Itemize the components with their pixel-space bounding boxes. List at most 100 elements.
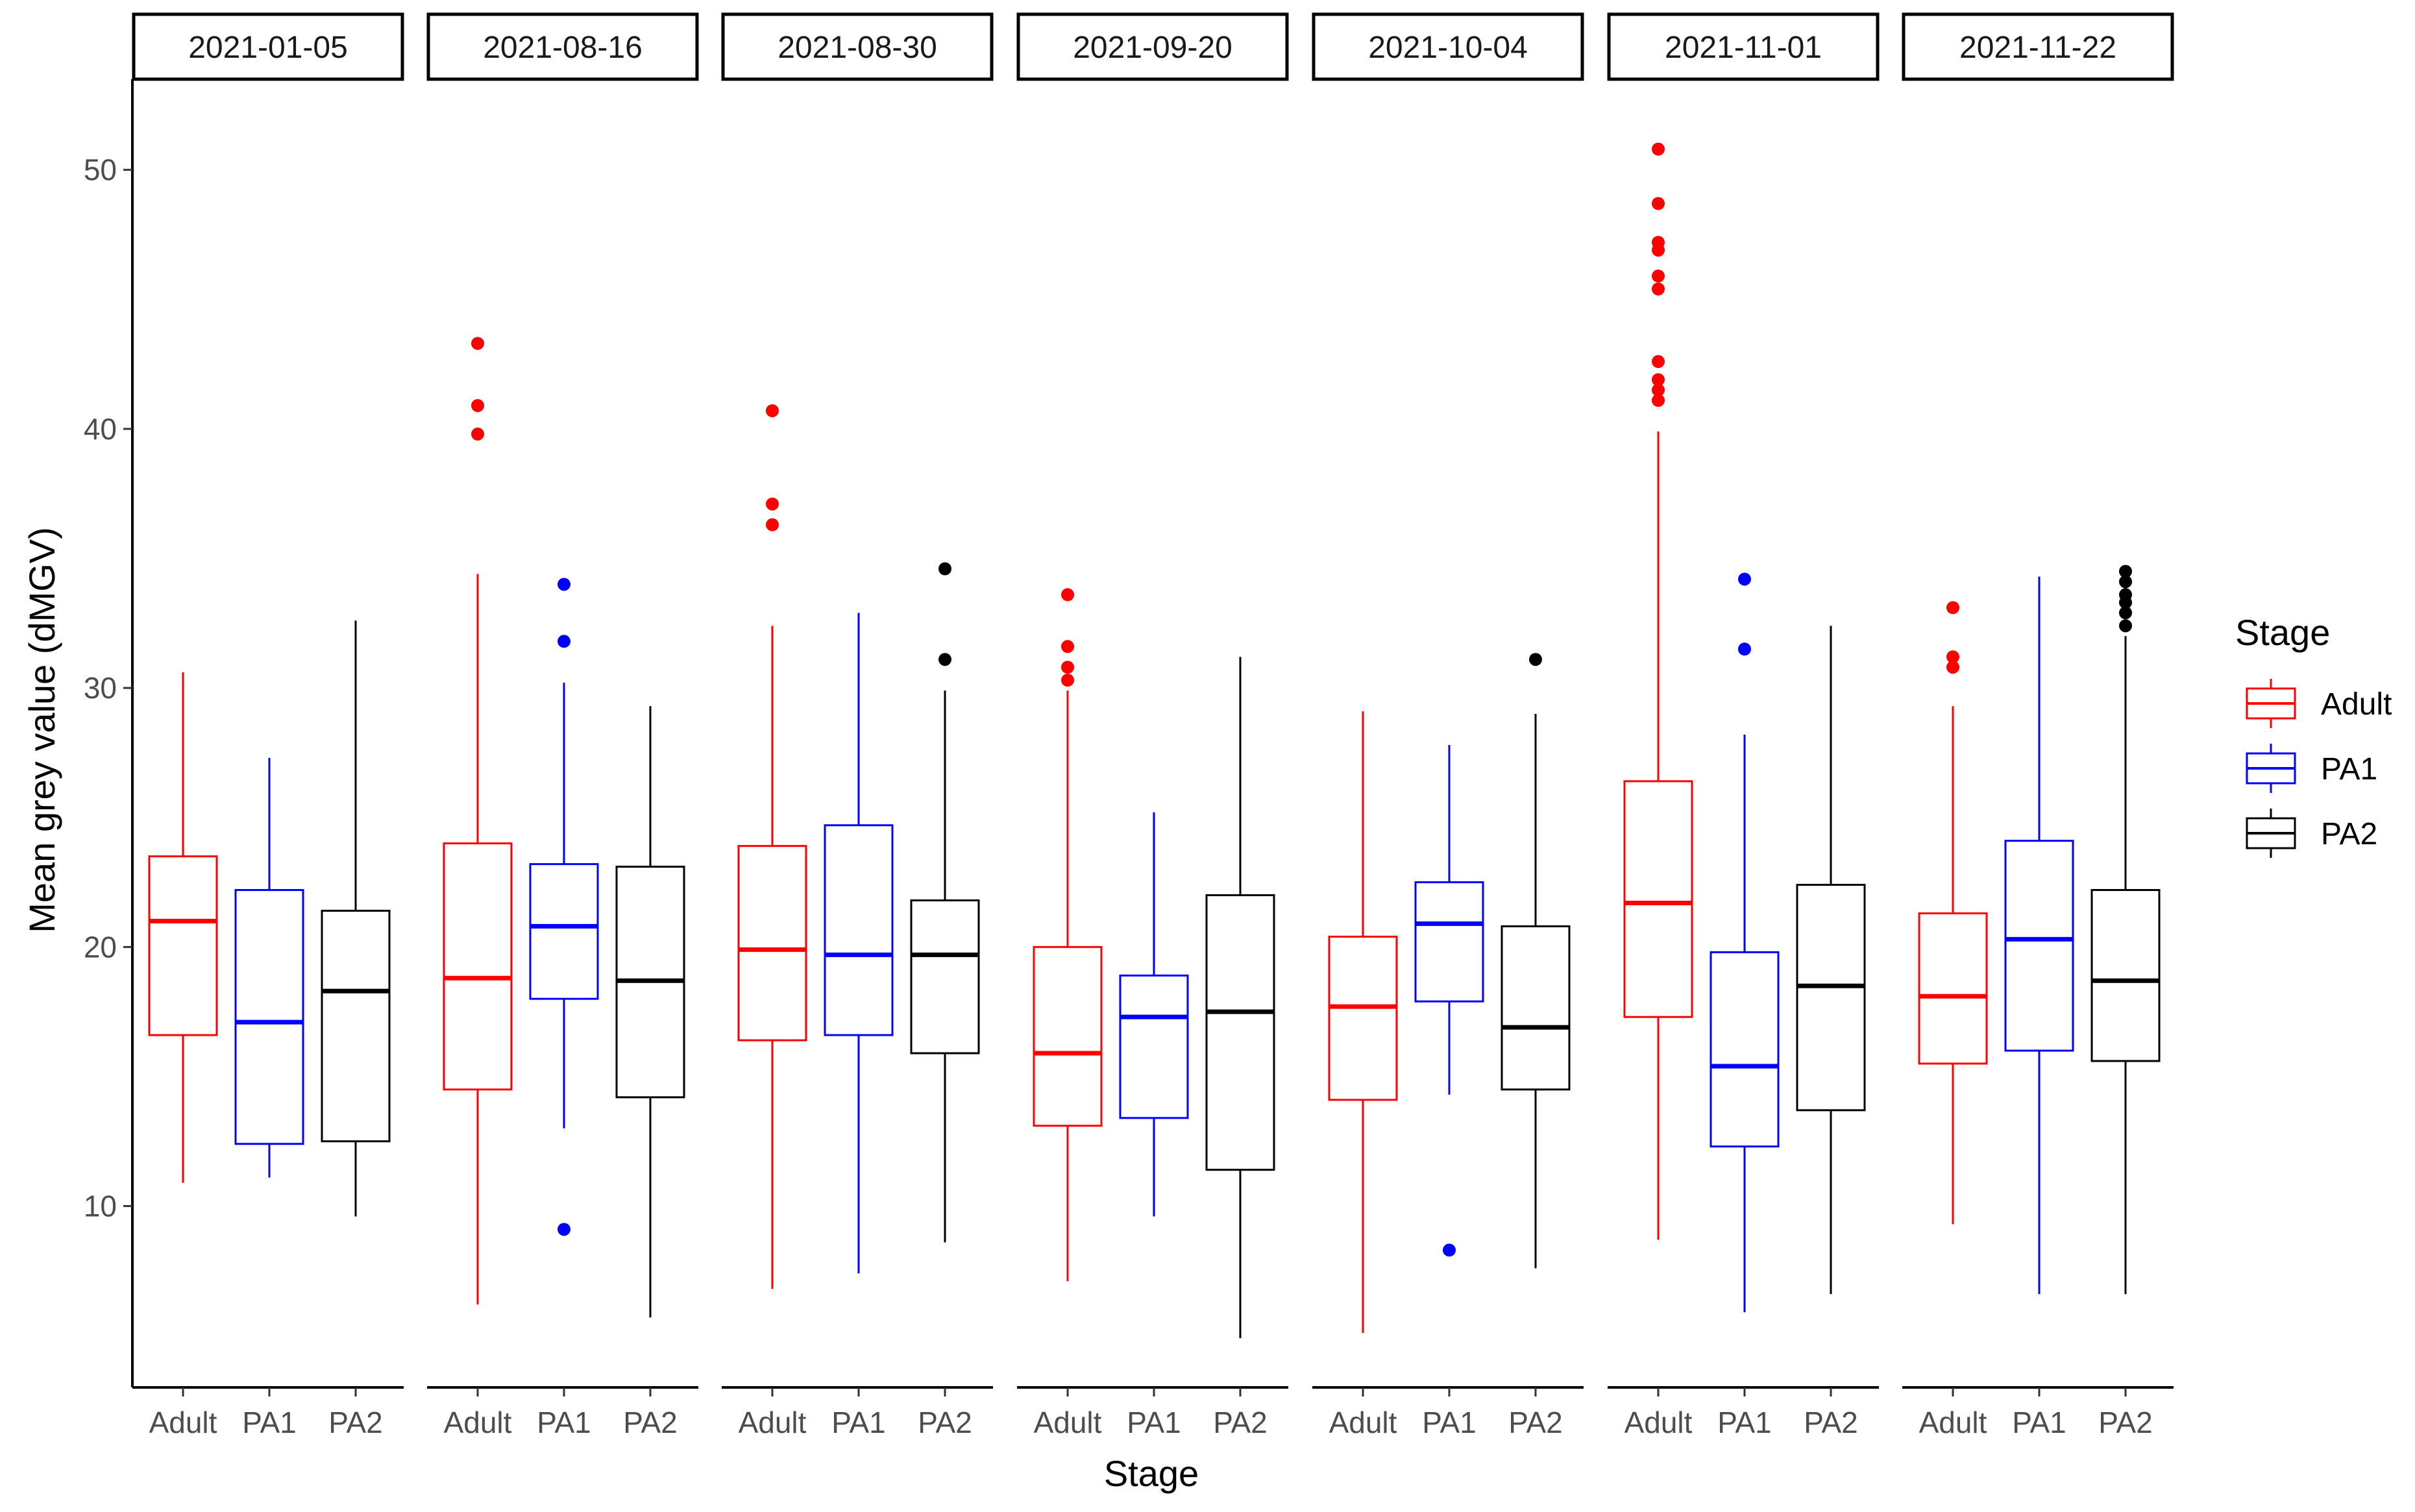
- facet-strip: [132, 12, 404, 81]
- legend: Stage Adult PA1 PA2: [2235, 612, 2392, 858]
- outlier-point: [1946, 601, 1959, 615]
- box-adult: [443, 337, 513, 1305]
- iqr-box: [1119, 974, 1189, 1119]
- x-tick-label: Adult: [1919, 1406, 1987, 1439]
- iqr-box: [1710, 951, 1780, 1148]
- x-tick-label: PA1: [537, 1406, 591, 1439]
- outlier-point: [471, 337, 484, 350]
- outlier-point: [1652, 142, 1665, 156]
- x-axis-title: Stage: [1104, 1453, 1199, 1494]
- iqr-box: [1918, 912, 1988, 1065]
- outlier-point: [1946, 661, 1959, 674]
- facet-strip-label: 2021-01-05: [188, 30, 348, 65]
- y-tick-label: 10: [84, 1189, 117, 1223]
- box-adult: [1918, 601, 1988, 1225]
- outlier-point: [2119, 619, 2132, 633]
- outlier-point: [2119, 606, 2132, 620]
- outlier-point: [471, 399, 484, 413]
- legend-item-pa2: PA2: [2246, 809, 2377, 858]
- outlier-point: [1946, 650, 1959, 664]
- iqr-box: [321, 909, 391, 1143]
- outlier-point: [1652, 282, 1665, 296]
- iqr-box: [737, 845, 807, 1042]
- outlier-point: [766, 404, 779, 417]
- outlier-point: [2119, 588, 2132, 602]
- y-axis: 10 20 30 40 50: [84, 79, 134, 1387]
- box-adult: [737, 404, 807, 1289]
- box-pa2: [2090, 565, 2161, 1295]
- facet-panel: 2021-08-16 Adult PA1 PA2: [426, 12, 699, 1439]
- iqr-box: [1501, 925, 1571, 1091]
- box-pa1: [1414, 744, 1484, 1257]
- outlier-point: [1652, 384, 1665, 397]
- outlier-point: [766, 497, 779, 511]
- facet-panel: 2021-10-04 Adult PA1 PA2: [1312, 12, 1584, 1439]
- iqr-box: [910, 899, 980, 1055]
- iqr-box: [1328, 935, 1398, 1101]
- legend-label: Adult: [2321, 687, 2392, 722]
- x-tick-label: PA2: [2098, 1406, 2153, 1439]
- box-pa2: [1796, 626, 1866, 1295]
- y-tick-label: 50: [84, 153, 117, 187]
- outlier-point: [1061, 674, 1074, 687]
- legend-title: Stage: [2235, 612, 2330, 653]
- outlier-point: [766, 518, 779, 531]
- y-tick-label: 20: [84, 930, 117, 964]
- x-tick-label: Adult: [149, 1406, 217, 1439]
- iqr-box: [2004, 840, 2074, 1052]
- outlier-point: [1652, 355, 1665, 369]
- x-tick-label: PA1: [1422, 1406, 1477, 1439]
- facet-panel: 2021-11-01 Adult PA1 PA2: [1607, 12, 1880, 1439]
- outlier-point: [558, 578, 570, 591]
- box-pa1: [1119, 812, 1189, 1217]
- outlier-point: [1652, 197, 1665, 210]
- iqr-box: [824, 824, 894, 1036]
- box-pa1: [234, 757, 304, 1178]
- facet-panel: 2021-09-20 Adult PA1 PA2: [1016, 12, 1289, 1439]
- outlier-point: [1652, 373, 1665, 387]
- facet-panel: 2021-01-05 Adult PA1 PA2: [132, 12, 404, 1439]
- box-pa1: [529, 578, 599, 1236]
- legend-item-pa1: PA1: [2246, 744, 2377, 793]
- iqr-box: [148, 855, 218, 1036]
- outlier-point: [2119, 575, 2132, 589]
- box-pa2: [615, 706, 685, 1318]
- box-pa2: [1205, 657, 1275, 1339]
- x-tick-label: PA2: [1508, 1406, 1563, 1439]
- box-pa1: [824, 613, 894, 1274]
- box-adult: [1033, 588, 1103, 1282]
- box-pa2: [321, 620, 391, 1217]
- x-tick-label: PA2: [1213, 1406, 1268, 1439]
- iqr-box: [1796, 884, 1866, 1112]
- outlier-point: [471, 427, 484, 441]
- iqr-box: [1033, 945, 1103, 1127]
- iqr-box: [1623, 780, 1693, 1018]
- x-tick-label: Adult: [1034, 1406, 1102, 1439]
- x-tick-label: PA1: [242, 1406, 297, 1439]
- outlier-point: [1061, 661, 1074, 674]
- legend-label: PA1: [2321, 752, 2377, 786]
- facet-panel: 2021-11-22 Adult PA1 PA2: [1902, 12, 2174, 1439]
- outlier-point: [558, 635, 570, 648]
- outlier-point: [1652, 394, 1665, 408]
- outlier-point: [1529, 653, 1542, 666]
- iqr-box: [234, 889, 304, 1145]
- box-pa2: [910, 562, 980, 1243]
- y-tick-label: 40: [84, 412, 117, 446]
- iqr-box: [443, 842, 513, 1091]
- x-tick-label: Adult: [739, 1406, 807, 1439]
- legend-item-adult: Adult: [2246, 679, 2392, 728]
- x-tick-label: PA2: [1804, 1406, 1858, 1439]
- facet-strip-label: 2021-11-01: [1665, 30, 1822, 65]
- outlier-point: [1738, 642, 1751, 656]
- outlier-point: [2119, 565, 2132, 578]
- x-tick-label: Adult: [1329, 1406, 1397, 1439]
- facet-strip: [1607, 12, 1880, 81]
- box-pa2: [1501, 653, 1571, 1269]
- x-tick-label: Adult: [1624, 1406, 1693, 1439]
- box-adult: [1328, 711, 1398, 1334]
- outlier-point: [1061, 640, 1074, 653]
- box-pa1: [2004, 576, 2074, 1295]
- x-tick-label: PA1: [831, 1406, 886, 1439]
